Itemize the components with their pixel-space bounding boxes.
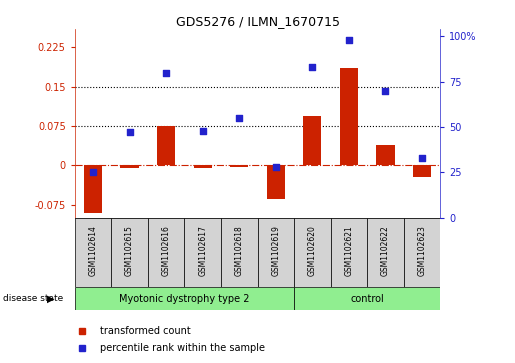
Bar	[294, 287, 440, 310]
Text: GSM1102621: GSM1102621	[345, 225, 353, 276]
Bar	[111, 218, 148, 287]
Bar	[121, 166, 139, 168]
Text: GSM1102617: GSM1102617	[198, 225, 207, 276]
Bar	[258, 218, 294, 287]
Bar	[404, 218, 440, 287]
Text: GSM1102620: GSM1102620	[308, 225, 317, 276]
Text: GSM1102618: GSM1102618	[235, 225, 244, 276]
Bar	[303, 115, 321, 166]
Point	[198, 128, 207, 134]
Point	[235, 115, 243, 121]
Text: transformed count: transformed count	[100, 326, 191, 336]
Text: control: control	[350, 294, 384, 303]
Point	[162, 70, 170, 76]
Text: Myotonic dystrophy type 2: Myotonic dystrophy type 2	[119, 294, 250, 303]
Point	[345, 37, 353, 43]
Bar	[84, 166, 102, 213]
Bar	[221, 218, 258, 287]
Point	[89, 170, 97, 175]
Bar	[75, 218, 111, 287]
Point	[381, 88, 389, 94]
Point	[418, 155, 426, 161]
Bar	[267, 166, 285, 199]
Point	[308, 64, 316, 70]
Bar	[413, 166, 431, 178]
Point	[125, 130, 133, 135]
Bar	[157, 126, 175, 166]
Bar	[367, 218, 404, 287]
Text: GSM1102623: GSM1102623	[418, 225, 426, 276]
Bar	[75, 287, 294, 310]
Title: GDS5276 / ILMN_1670715: GDS5276 / ILMN_1670715	[176, 15, 339, 28]
Text: GSM1102622: GSM1102622	[381, 225, 390, 276]
Bar	[230, 166, 248, 167]
Bar	[184, 218, 221, 287]
Text: percentile rank within the sample: percentile rank within the sample	[100, 343, 265, 353]
Text: disease state: disease state	[3, 294, 63, 303]
Bar	[148, 218, 184, 287]
Point	[271, 164, 280, 170]
Bar	[194, 166, 212, 168]
Bar	[294, 218, 331, 287]
Text: GSM1102616: GSM1102616	[162, 225, 170, 276]
Text: GSM1102619: GSM1102619	[271, 225, 280, 276]
Text: ▶: ▶	[47, 294, 55, 303]
Bar	[340, 68, 358, 166]
Text: GSM1102615: GSM1102615	[125, 225, 134, 276]
Text: GSM1102614: GSM1102614	[89, 225, 97, 276]
Bar	[331, 218, 367, 287]
Bar	[376, 146, 394, 166]
